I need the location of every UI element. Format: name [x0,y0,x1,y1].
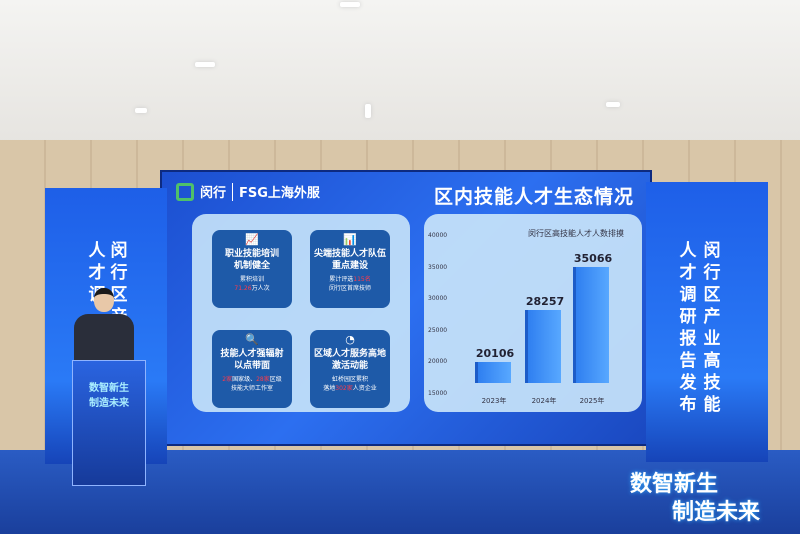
logo-fsg: FSG上海外服 [239,186,320,201]
card-highlight: 2家 [222,376,233,383]
right-vertical-screen: 闵行区产业高技能 人才调研报告发布 [646,182,768,462]
banner-text: 人才调研报告发布 [679,241,697,415]
x-tick-label: 2023年 [481,397,507,405]
y-tick-label: 25000 [428,326,448,334]
card-heading: 技能人才强辐射 [220,349,284,359]
card-text: 落地 [323,385,336,392]
search-monitor-icon: 🔍 [245,333,259,346]
podium-text: 数智新生 [89,383,129,394]
speaker [72,288,136,368]
card-text: 闵行区首席技师 [328,285,371,292]
card-talent-team: 📊 尖端技能人才队伍 重点建设 累计评选115名闵行区首席技师 [310,230,390,308]
slide-title: 区内技能人才生态情况 [434,186,635,208]
x-tick-label: 2025年 [579,397,605,405]
y-tick-label: 15000 [428,390,448,397]
logo-minhang: 闵行 [200,186,227,201]
stats-panel: 📈 职业技能培训 机制健全 累积培训 71.26万人次 📊 尖端技能人才队伍 重点建设… [192,214,410,412]
bar-chart-monitor-icon: 📊 [343,233,357,246]
banner-text: 闵行区产 [110,241,128,327]
card-heading: 区域人才服务高地 [313,349,386,359]
card-heading: 激活动能 [331,361,368,371]
card-service: ◔ 区域人才服务高地 激活动能 虹桥园区累积落地302家人资企业 [310,330,390,408]
bar-value-label: 35066 [573,252,613,266]
bar-2023年 [478,361,511,383]
ceiling-light [606,102,620,107]
card-heading: 重点建设 [331,261,368,271]
card-text: 国家级、 [232,376,257,383]
speaker-suit [74,314,134,368]
y-tick-label: 40000 [428,232,448,239]
y-tick-label: 35000 [428,263,448,271]
podium-text: 制造未来 [89,398,129,409]
bar-chart-panel: 闵行区高技能人才人数排摸 40000 35000 30000 25000 20000 15… [424,214,642,412]
y-tick-label: 30000 [428,295,448,303]
logo: 闵行 FSG上海外服 [176,182,320,201]
card-text: 累积培训 [239,276,264,283]
card-training: 📈 职业技能培训 机制健全 累积培训 71.26万人次 [212,230,292,308]
logo-divider [232,182,234,201]
ceiling-light [195,62,215,67]
ceiling-light [340,2,360,7]
card-text: 累计评选 [329,276,354,283]
main-led-screen: 闵行 FSG上海外服 区内技能人才生态情况 📈 职业技能培训 机制健全 累积培训 7… [160,170,652,446]
card-heading: 机制健全 [233,261,270,271]
bar-value-label: 28257 [525,295,565,309]
slogan-line-2: 制造未来 [672,500,761,525]
card-highlight: 302家 [335,385,353,392]
hand-pie-icon: ◔ [345,333,355,346]
chart-monitor-icon: 📈 [245,233,259,246]
y-tick-label: 20000 [428,358,448,366]
card-highlight: 28家 [256,376,270,383]
card-text: 万人次 [251,285,270,292]
bar-value-label: 20106 [475,346,515,360]
speaker-head [94,288,114,312]
card-heading: 职业技能培训 [224,249,279,259]
card-text: 人资企业 [352,385,377,392]
bar-2025年 [576,267,609,383]
x-tick-label: 2024年 [531,397,557,405]
card-text: 虹桥园区累积 [331,376,368,383]
chart-title: 闵行区高技能人才人数排摸 [528,229,624,238]
ceiling-light [135,108,147,113]
ceiling [0,0,800,145]
slogan-line-1: 数智新生 [630,472,719,497]
card-heading: 尖端技能人才队伍 [313,249,386,259]
podium: 数智新生 制造未来 [72,360,146,486]
banner-text: 闵行区产业高技能 [703,241,721,415]
card-text: 技能大师工作室 [230,385,273,392]
card-text: 区级 [269,376,282,383]
card-highlight: 71.26 [234,285,252,292]
ceiling-light [365,104,371,118]
minhang-logo-icon [176,182,194,201]
card-radiation: 🔍 技能人才强辐射 以点带面 2家国家级、28家区级技能大师工作室 [212,330,292,408]
card-highlight: 115名 [353,276,371,283]
card-heading: 以点带面 [233,361,270,371]
bar-2024年 [528,310,561,383]
